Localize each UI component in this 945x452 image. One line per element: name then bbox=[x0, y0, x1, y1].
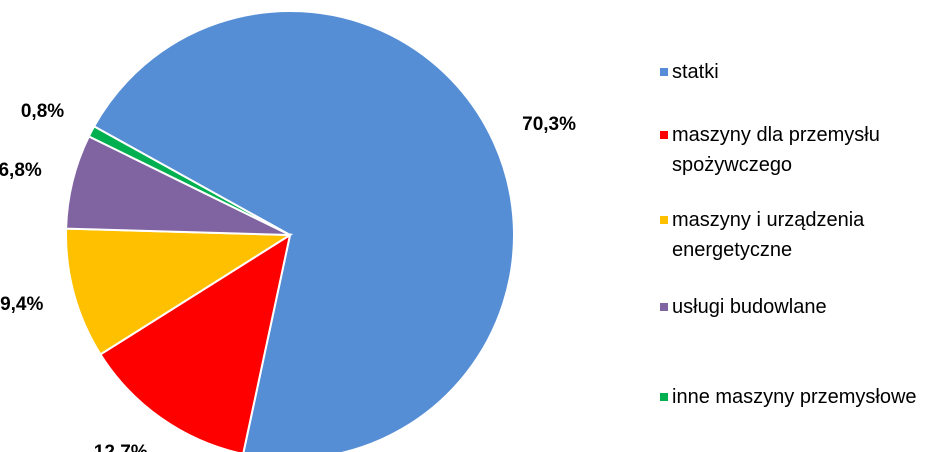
legend-item: maszyny i urządzenia energetyczne bbox=[660, 205, 935, 265]
legend-item: inne maszyny przemysłowe bbox=[660, 382, 935, 412]
legend-label: usługi budowlane bbox=[672, 296, 827, 318]
pie-slice bbox=[92, 10, 515, 452]
legend-label: maszyny i urządzenia energetyczne bbox=[672, 209, 865, 261]
legend-swatch bbox=[660, 68, 668, 76]
pie-slice bbox=[87, 125, 291, 236]
legend-item: statki bbox=[660, 57, 935, 87]
pie-slice bbox=[65, 227, 294, 356]
legend-swatch bbox=[660, 303, 668, 311]
legend-swatch bbox=[660, 393, 668, 401]
legend-label: maszyny dla przemysłu spożywczego bbox=[672, 124, 880, 176]
data-label: 0,8% bbox=[21, 101, 64, 122]
data-label: 9,4% bbox=[0, 294, 43, 315]
pie-slice bbox=[99, 232, 292, 452]
data-label: 12,7% bbox=[94, 442, 148, 452]
legend-item: usługi budowlane bbox=[660, 292, 935, 322]
legend-swatch bbox=[660, 131, 668, 139]
legend-label: statki bbox=[672, 61, 719, 83]
legend-item: maszyny dla przemysłu spożywczego bbox=[660, 120, 935, 180]
legend-swatch bbox=[660, 216, 668, 224]
data-label: 6,8% bbox=[0, 160, 42, 181]
legend-label: inne maszyny przemysłowe bbox=[672, 386, 917, 408]
data-label: 70,3% bbox=[522, 114, 576, 135]
